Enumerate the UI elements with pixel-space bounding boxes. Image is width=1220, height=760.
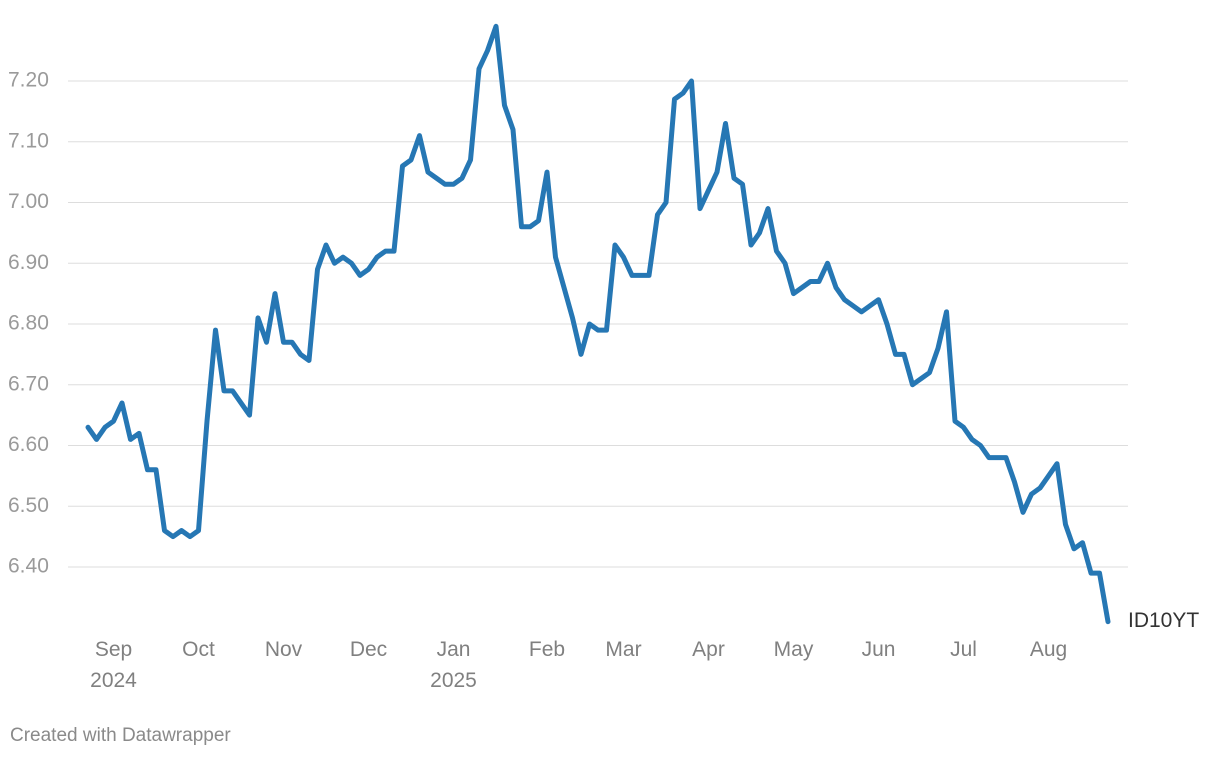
x-tick-label: Dec [349, 638, 388, 661]
y-tick-label: 6.50 [8, 494, 49, 517]
x-tick-label: May [773, 638, 814, 661]
x-tick-label: Jun [861, 638, 896, 661]
series-line [85, 23, 1111, 625]
x-tick-label: Oct [182, 638, 215, 661]
x-tick-label: Nov [264, 638, 303, 661]
x-tick-label: Jan 2025 [430, 638, 477, 692]
x-tick-label: Sep 2024 [90, 638, 137, 692]
y-tick-label: 6.90 [8, 251, 49, 274]
y-tick-label: 7.20 [8, 69, 49, 92]
x-tick-label: Jul [950, 638, 977, 661]
y-tick-label: 7.10 [8, 129, 49, 152]
y-tick-label: 7.00 [8, 190, 49, 213]
y-tick-label: 6.70 [8, 372, 49, 395]
y-tick-label: 6.80 [8, 312, 49, 335]
credit: Created with Datawrapper [10, 725, 231, 746]
series-label: ID10YT [1128, 609, 1199, 632]
x-tick-label: Apr [692, 638, 725, 661]
x-tick-label: Feb [528, 638, 566, 661]
y-tick-label: 6.60 [8, 433, 49, 456]
y-tick-label: 6.40 [8, 555, 49, 578]
x-tick-label: Mar [605, 638, 642, 661]
x-tick-label: Aug [1029, 638, 1068, 661]
